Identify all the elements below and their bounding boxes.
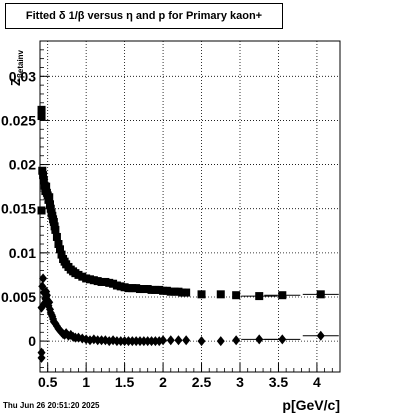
x-axis-label: p[GeV/c]: [282, 397, 340, 413]
point-diamond-53: [159, 335, 168, 346]
chart-title-box: Fitted δ 1/β versus η and p for Primary …: [5, 3, 283, 29]
point-diamond-55: [174, 335, 183, 346]
y-tick-label-1: 0.005: [1, 289, 36, 305]
point-diamond-62: [316, 330, 325, 341]
x-tick-label-5: 3: [236, 374, 244, 390]
point-diamond-56: [182, 335, 191, 346]
point-diamond-61: [278, 334, 287, 345]
point-square-21: [52, 232, 61, 241]
x-tick-label-6: 3.5: [269, 374, 289, 390]
point-square-1: [37, 112, 46, 121]
point-square-20: [51, 225, 60, 234]
point-diamond-58: [216, 336, 225, 347]
y-tick-label-3: 0.015: [1, 201, 36, 217]
y-axis-label: Z βetainv: [2, 42, 32, 90]
x-tick-label-7: 4: [313, 374, 321, 390]
point-square-12: [45, 193, 54, 202]
point-square-4: [39, 171, 48, 180]
point-diamond-54: [166, 335, 175, 346]
point-square-13: [46, 200, 54, 209]
y-tick-label-2: 0.01: [9, 245, 36, 261]
point-square-63: [232, 291, 241, 300]
point-square-2: [37, 206, 46, 215]
point-square-65: [278, 291, 287, 300]
y-tick-label-6: 0.03: [9, 68, 36, 84]
point-square-23: [56, 245, 64, 254]
point-diamond-0: [37, 347, 46, 358]
point-square-60: [182, 288, 191, 297]
x-tick-label-4: 2.5: [192, 374, 212, 390]
point-diamond-59: [232, 335, 241, 346]
point-square-66: [316, 290, 325, 299]
point-square-61: [197, 290, 206, 299]
point-diamond-60: [255, 334, 264, 345]
point-diamond-12: [45, 297, 54, 308]
point-diamond-4: [39, 273, 48, 284]
y-tick-label-5: 0.025: [1, 112, 36, 128]
point-square-3: [38, 166, 47, 175]
point-square-62: [216, 290, 225, 299]
x-tick-label-3: 2: [159, 374, 167, 390]
point-square-24: [57, 250, 66, 259]
x-tick-label-2: 1.5: [115, 374, 135, 390]
point-square-5: [39, 176, 48, 185]
point-diamond-1: [37, 352, 46, 363]
point-diamond-57: [197, 336, 206, 347]
point-square-8: [42, 182, 51, 191]
plot-frame: [39, 40, 341, 373]
y-axis-label-sub: βetainv: [16, 49, 25, 78]
point-square-64: [255, 292, 264, 301]
x-tick-label-1: 1: [82, 374, 90, 390]
y-tick-label-4: 0.02: [9, 157, 36, 173]
timestamp: Thu Jun 26 20:51:20 2025: [3, 401, 100, 410]
point-square-22: [54, 240, 63, 249]
point-square-18: [49, 217, 58, 226]
x-tick-label-0: 0.5: [38, 374, 58, 390]
point-square-0: [37, 105, 46, 114]
y-tick-label-0: 0: [28, 333, 36, 349]
point-square-14: [46, 204, 55, 213]
chart-title: Fitted δ 1/β versus η and p for Primary …: [25, 10, 263, 22]
y-axis-label-main: Z: [8, 78, 23, 86]
